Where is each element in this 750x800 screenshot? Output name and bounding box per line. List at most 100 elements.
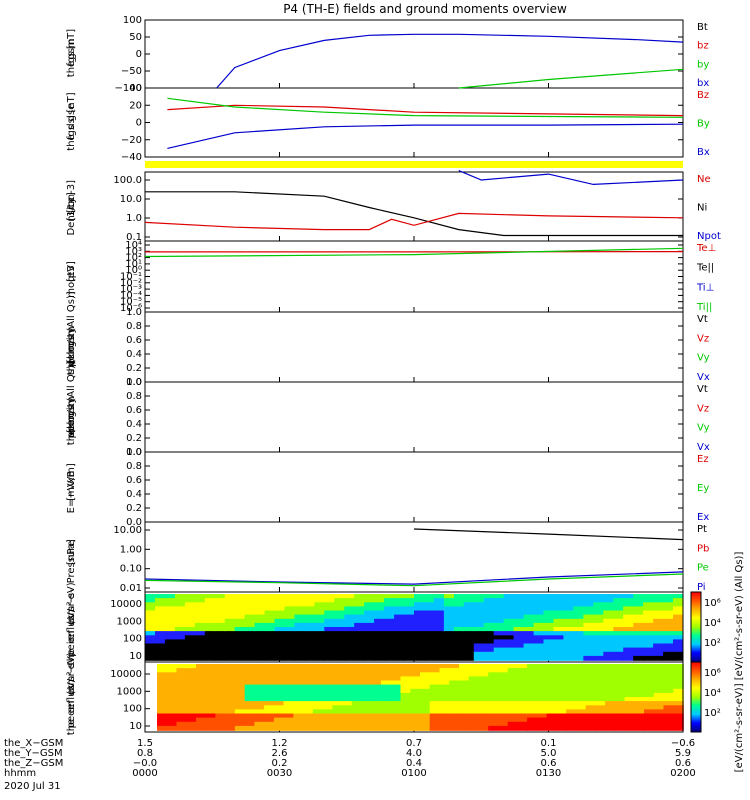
spectrogram-cell [443, 635, 455, 641]
spectrogram-cell [553, 651, 564, 657]
spectrogram-cell [420, 721, 431, 727]
spectrogram-cell [503, 602, 515, 608]
spectrogram-cell [205, 668, 217, 673]
spectrogram-cell [614, 701, 626, 706]
spectrogram-cell [244, 639, 256, 645]
spectrogram-cell [420, 701, 431, 706]
spectrogram-cell [414, 602, 425, 608]
spectrogram-cell [374, 635, 385, 641]
spectrogram-cell [312, 668, 324, 673]
y-tick-label: 0 [136, 118, 142, 129]
spectrogram-cell [585, 692, 597, 698]
spectrogram-cell [164, 651, 176, 657]
spectrogram-cell [394, 598, 405, 603]
spectrogram-cell [556, 688, 567, 694]
spectrogram-cell [166, 725, 178, 731]
spectrogram-cell [312, 676, 324, 682]
spectrogram-cell [663, 598, 674, 603]
legend-Bz: Bz [697, 90, 709, 101]
spectrogram-cell [312, 697, 324, 702]
spectrogram-cell [384, 606, 395, 612]
spectrogram-cell [145, 631, 156, 636]
spectrogram-cell [443, 643, 455, 649]
y-tick-label: 10¹ [125, 259, 142, 270]
spectrogram-cell [673, 692, 684, 698]
spectrogram-cell [174, 647, 186, 653]
spectrogram-cell [224, 614, 236, 620]
spectrogram-cell [673, 725, 684, 731]
spectrogram-cell [374, 602, 385, 608]
spectrogram-cell [166, 668, 178, 673]
spectrogram-cell [566, 709, 577, 715]
spectrogram-cell [304, 614, 315, 620]
spectrogram-cell [575, 713, 587, 719]
spectrogram-cell [215, 717, 226, 723]
series-fgs-dsl-Bx [167, 123, 684, 149]
spectrogram-cell [673, 614, 684, 620]
spectrogram-cell [614, 725, 626, 731]
spectrogram-cell [585, 717, 597, 723]
spectrogram-cell [324, 639, 335, 645]
spectrogram-cell [254, 598, 266, 603]
spectrogram-cell [503, 647, 515, 653]
spectrogram-cell [439, 676, 450, 682]
spectrogram-cell [575, 688, 587, 694]
spectrogram-cell [312, 705, 324, 711]
spectrogram-cell [214, 614, 226, 620]
spectrogram-cell [322, 676, 334, 682]
spectrogram-cell [605, 697, 616, 702]
spectrogram-cell [673, 622, 684, 628]
spectrogram-cell [653, 688, 665, 694]
y-tick-label: 1.0 [126, 377, 142, 388]
spectrogram-cell [503, 614, 515, 620]
spectrogram-cell [653, 614, 664, 620]
spectrogram-cell [566, 680, 577, 686]
spectrogram-cell [273, 692, 285, 698]
spectrogram-cell [468, 717, 480, 723]
spectrogram-cell [394, 594, 405, 599]
spectrogram-cell [384, 651, 395, 657]
spectrogram-cell [623, 651, 634, 657]
spectrogram-cell [459, 668, 470, 673]
spectrogram-cell [215, 701, 226, 706]
y-label-line: the [66, 719, 77, 735]
spectrogram-cell [613, 631, 624, 636]
spectrogram-cell [493, 651, 505, 657]
spectrogram-cell [473, 598, 485, 603]
spectrogram-cell [312, 672, 324, 678]
spectrogram-cell [605, 688, 616, 694]
spectrogram-cell [293, 664, 304, 669]
spectrogram-cell [473, 631, 485, 636]
spectrogram-cell [653, 631, 664, 636]
spectrogram-cell [371, 709, 382, 715]
spectrogram-cell [400, 701, 411, 706]
spectrogram-cell [194, 598, 206, 603]
series-fgs-gsm-by [458, 68, 684, 89]
spectrogram-cell [663, 655, 674, 661]
spectrogram-cell [184, 598, 196, 603]
spectrogram-cell [264, 610, 276, 616]
spectrogram-cell [420, 668, 431, 673]
spectrogram-cell [459, 684, 470, 690]
spectrogram-cell [284, 651, 295, 657]
y-label-line: eflux [66, 615, 77, 640]
spectrogram-cell [205, 676, 217, 682]
spectrogram-cell [623, 627, 634, 632]
spectrogram-cell [166, 692, 178, 698]
spectrogram-cell [585, 676, 597, 682]
spectrogram-cell [410, 705, 421, 711]
spectrogram-cell [593, 614, 604, 620]
spectrogram-cell [354, 635, 365, 641]
spectrogram-cell [254, 618, 266, 624]
spectrogram-cell [453, 606, 465, 612]
spectrogram-cell [234, 713, 246, 719]
spectrogram-cell [546, 713, 558, 719]
spectrogram-cell [184, 631, 196, 636]
spectrogram-cell [244, 622, 256, 628]
spectrogram-cell [244, 692, 256, 698]
spectrogram-cell [234, 701, 246, 706]
spectrogram-cell [603, 639, 614, 645]
spectrogram-cell [478, 688, 489, 694]
y-axis-label: Density[1/cc][cm-3] [66, 180, 77, 236]
